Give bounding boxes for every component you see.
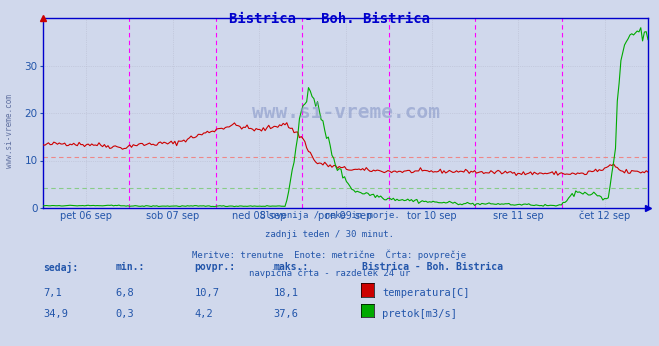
- Text: sedaj:: sedaj:: [43, 262, 78, 273]
- Text: Meritve: trenutne  Enote: metrične  Črta: povprečje: Meritve: trenutne Enote: metrične Črta: …: [192, 249, 467, 260]
- Text: 6,8: 6,8: [115, 288, 134, 298]
- Text: povpr.:: povpr.:: [194, 262, 235, 272]
- Text: 4,2: 4,2: [194, 309, 213, 319]
- Text: 0,3: 0,3: [115, 309, 134, 319]
- Text: 18,1: 18,1: [273, 288, 299, 298]
- Text: 37,6: 37,6: [273, 309, 299, 319]
- Text: www.si-vreme.com: www.si-vreme.com: [5, 94, 14, 169]
- Text: maks.:: maks.:: [273, 262, 308, 272]
- Text: 34,9: 34,9: [43, 309, 68, 319]
- Text: Bistrica - Boh. Bistrica: Bistrica - Boh. Bistrica: [362, 262, 503, 272]
- Text: pretok[m3/s]: pretok[m3/s]: [382, 309, 457, 319]
- Text: Bistrica - Boh. Bistrica: Bistrica - Boh. Bistrica: [229, 12, 430, 26]
- Text: navpična črta - razdelek 24 ur: navpična črta - razdelek 24 ur: [249, 268, 410, 278]
- Text: 10,7: 10,7: [194, 288, 219, 298]
- Text: 7,1: 7,1: [43, 288, 61, 298]
- Text: zadnji teden / 30 minut.: zadnji teden / 30 minut.: [265, 230, 394, 239]
- Text: Slovenija / reke in morje.: Slovenija / reke in morje.: [260, 211, 399, 220]
- Text: temperatura[C]: temperatura[C]: [382, 288, 470, 298]
- Text: www.si-vreme.com: www.si-vreme.com: [252, 103, 440, 122]
- Text: min.:: min.:: [115, 262, 145, 272]
